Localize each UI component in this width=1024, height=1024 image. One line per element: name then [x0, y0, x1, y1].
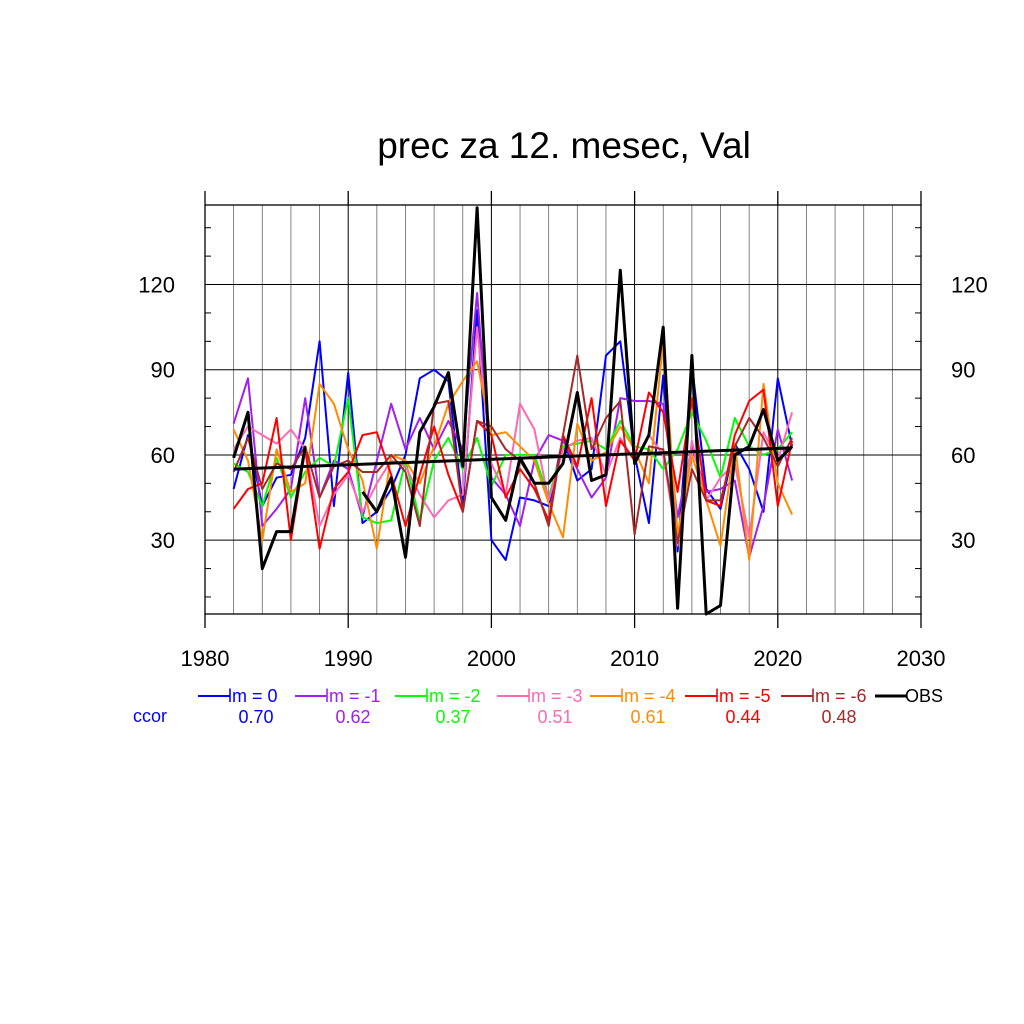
y-tick-label-right: 30 [951, 528, 975, 553]
legend-label: lm = -5 [715, 686, 771, 706]
x-tick-label: 1980 [181, 646, 230, 671]
ccor-value: 0.48 [821, 707, 856, 727]
y-tick-label-right: 120 [951, 273, 988, 298]
legend-label: lm = -1 [325, 686, 381, 706]
trend-line [233, 446, 793, 471]
legend-label: lm = -4 [620, 686, 676, 706]
ccor-value: 0.51 [537, 707, 572, 727]
y-tick-label-right: 60 [951, 443, 975, 468]
legend-label: OBS [905, 686, 943, 706]
legend-label: lm = -6 [811, 686, 867, 706]
x-tick-label: 2010 [610, 646, 659, 671]
plot-area [232, 206, 794, 616]
y-tick-label-left: 120 [138, 273, 175, 298]
series-line-7 [232, 206, 794, 616]
grid [205, 205, 921, 614]
legend-label: lm = 0 [228, 686, 278, 706]
legend-label: lm = -3 [527, 686, 583, 706]
ccor-value: 0.61 [630, 707, 665, 727]
y-tick-label-left: 60 [151, 443, 175, 468]
y-tick-label-left: 90 [151, 358, 175, 383]
ccor-value: 0.62 [335, 707, 370, 727]
ccor-value: 0.37 [435, 707, 470, 727]
ccor-value: 0.70 [238, 707, 273, 727]
x-tick-label: 1990 [324, 646, 373, 671]
plot-frame [204, 204, 922, 615]
axes: 1980 1990 2000 2010 2020 2030 30 30 60 60 90 90 120 1… [138, 191, 988, 671]
legend-label: lm = -2 [425, 686, 481, 706]
y-tick-label-right: 90 [951, 358, 975, 383]
ccor-value: 0.44 [725, 707, 760, 727]
x-tick-label: 2030 [897, 646, 946, 671]
y-tick-label-left: 30 [151, 528, 175, 553]
x-tick-label: 2020 [753, 646, 802, 671]
series-line-0 [232, 309, 794, 561]
chart-title: prec za 12. mesec, Val [377, 125, 751, 166]
ccor-label: ccor [133, 706, 167, 726]
x-tick-label: 2000 [467, 646, 516, 671]
